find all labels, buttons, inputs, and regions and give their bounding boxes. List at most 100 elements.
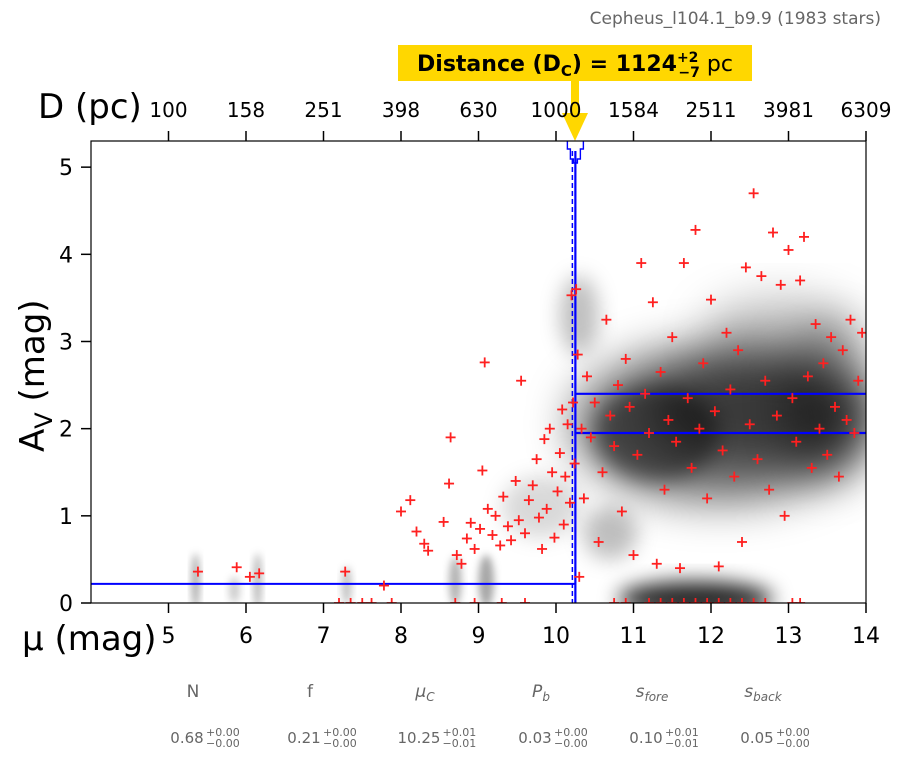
star-marker [560, 471, 571, 482]
star-marker [841, 414, 852, 425]
star-marker [810, 319, 821, 330]
star-marker [620, 598, 631, 603]
density-blob [228, 576, 240, 603]
star-marker [254, 568, 265, 579]
param-minus: −0.01 [443, 737, 477, 750]
y-tick-label: 3 [59, 330, 73, 355]
star-marker [725, 384, 736, 395]
y-tick-label: 2 [59, 418, 73, 443]
star-marker [671, 436, 682, 447]
star-marker [419, 538, 430, 549]
star-marker [544, 423, 555, 434]
star-marker [490, 510, 501, 521]
star-marker [562, 419, 573, 430]
top-axis-ticks: 100 158 251 398 630 1000 1584 2511 3981 6309 [149, 98, 891, 141]
star-marker [582, 371, 592, 382]
x-tick-label: 9 [472, 624, 486, 649]
density-blob [501, 476, 580, 538]
star-marker [690, 224, 701, 235]
top-tick-label: 3981 [763, 98, 814, 122]
star-marker [469, 598, 480, 603]
star-marker [537, 543, 548, 554]
star-marker [791, 436, 802, 447]
param-minus: −0.00 [776, 737, 810, 750]
star-marker [744, 419, 755, 430]
star-marker [456, 558, 467, 569]
distance-value: 1124 [616, 52, 677, 77]
star-marker [663, 414, 674, 425]
star-marker [713, 598, 724, 603]
x-tick-label: 11 [620, 624, 648, 649]
density-map [191, 276, 866, 603]
param-plus: +0.01 [665, 726, 699, 739]
star-marker [682, 393, 693, 404]
star-marker [775, 279, 786, 290]
param-plus: +0.00 [206, 726, 240, 739]
top-tick-label: 6309 [841, 98, 892, 122]
param-value: 0.03 [518, 729, 551, 747]
x-tick-label: 5 [162, 624, 176, 649]
x-tick-label: 10 [542, 624, 570, 649]
x-tick-label: 7 [317, 624, 331, 649]
distance-minus: −7 [678, 65, 699, 81]
top-tick-label: 630 [459, 98, 497, 122]
star-marker [451, 550, 462, 561]
star-marker [593, 536, 604, 547]
star-marker [624, 401, 635, 412]
star-marker [469, 543, 480, 554]
star-marker [752, 454, 763, 465]
star-marker [628, 550, 639, 561]
param-name: Pb [532, 682, 550, 704]
param-name: N [187, 682, 200, 702]
top-tick-label: 2511 [686, 98, 737, 122]
star-marker [837, 345, 848, 356]
star-marker [690, 598, 701, 603]
star-marker [795, 275, 806, 286]
star-marker [620, 353, 631, 364]
y-tick-label: 1 [59, 505, 73, 530]
distance-banner: Distance (DC) = 1124+2 −7 pc [398, 45, 752, 81]
star-marker [702, 493, 713, 504]
density-blob [583, 507, 638, 560]
distance-arrow [562, 81, 588, 141]
param-value: 10.25 [398, 729, 441, 747]
star-marker [733, 345, 744, 356]
distance-label-sub: C [561, 62, 572, 80]
star-marker [502, 521, 513, 532]
star-marker [822, 449, 833, 460]
distance-plus: +2 [677, 50, 698, 66]
star-marker [477, 465, 488, 476]
star-marker [231, 562, 242, 573]
star-marker [576, 423, 587, 434]
model-lines [91, 141, 866, 603]
star-marker [438, 516, 449, 527]
star-marker [357, 598, 368, 603]
star-marker [814, 423, 825, 434]
star-marker [552, 486, 563, 497]
star-marker [487, 530, 498, 541]
chart-title: Cepheus_l104.1_b9.9 (1983 stars) [590, 9, 881, 29]
param-name: sback [744, 682, 782, 704]
y-tick-label: 4 [59, 243, 73, 268]
star-marker [694, 423, 705, 434]
star-marker [601, 314, 612, 325]
star-marker [547, 467, 558, 478]
top-tick-label: 1584 [608, 98, 659, 122]
star-marker [647, 297, 658, 308]
star-marker [613, 380, 623, 391]
star-marker [496, 598, 507, 603]
star-marker [516, 375, 527, 386]
star-marker [585, 432, 596, 443]
star-marker [539, 434, 550, 445]
param-value: 0.21 [287, 729, 320, 747]
star-marker [558, 519, 569, 530]
x-tick-label: 12 [697, 624, 725, 649]
star-marker [520, 528, 530, 539]
star-marker [740, 262, 751, 273]
star-marker [461, 533, 472, 544]
star-marker [423, 545, 434, 556]
star-marker [675, 563, 685, 574]
star-marker [192, 566, 203, 577]
star-marker [482, 503, 493, 514]
star-marker [513, 515, 524, 526]
